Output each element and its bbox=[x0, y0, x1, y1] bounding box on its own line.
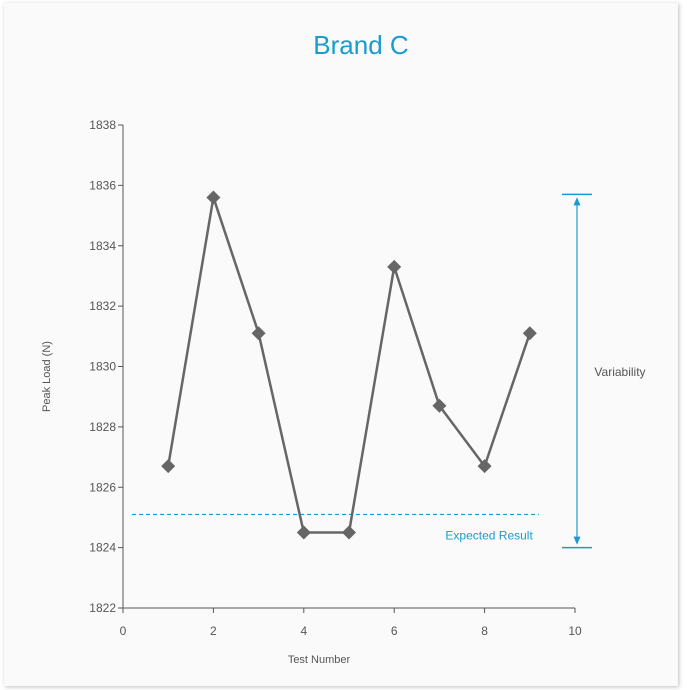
axes: 1822 1824 1826 1828 1830 1832 1834 1836 1838 0 2 4 6… bbox=[89, 118, 582, 638]
expected-result-label: Expected Result bbox=[445, 528, 533, 542]
data-point-marker bbox=[387, 259, 402, 274]
y-tick-label: 1822 bbox=[89, 601, 116, 615]
data-point-marker bbox=[206, 190, 221, 205]
variability-indicator: Variability bbox=[562, 193, 646, 549]
data-point-marker bbox=[477, 459, 492, 474]
data-point-marker bbox=[522, 326, 537, 341]
y-tick-label: 1830 bbox=[89, 360, 116, 374]
x-axis-title: Test Number bbox=[288, 654, 351, 666]
y-tick-label: 1836 bbox=[89, 178, 116, 192]
x-tick-label: 2 bbox=[210, 624, 217, 638]
x-tick-label: 4 bbox=[300, 624, 307, 638]
series-polyline bbox=[166, 196, 531, 534]
y-tick-label: 1834 bbox=[89, 239, 116, 253]
expected-result-line: Expected Result bbox=[132, 513, 539, 542]
variability-arrow-down bbox=[573, 536, 581, 545]
y-tick-label: 1838 bbox=[89, 118, 116, 132]
series-markers bbox=[161, 190, 537, 540]
x-tick-label: 6 bbox=[391, 624, 398, 638]
y-tick-label: 1826 bbox=[89, 480, 116, 494]
series-line bbox=[166, 196, 531, 534]
x-tick-label: 0 bbox=[120, 624, 127, 638]
y-axis-title: Peak Load (N) bbox=[41, 341, 53, 412]
data-point-marker bbox=[432, 398, 447, 413]
y-tick-label: 1828 bbox=[89, 420, 116, 434]
variability-arrow-up bbox=[573, 197, 581, 206]
data-point-marker bbox=[251, 326, 266, 341]
data-point-marker bbox=[296, 525, 311, 540]
chart-frame bbox=[4, 3, 678, 686]
x-tick-label: 8 bbox=[481, 624, 488, 638]
x-tick-label: 10 bbox=[568, 624, 582, 638]
y-tick-label: 1832 bbox=[89, 299, 116, 313]
y-tick-label: 1824 bbox=[89, 541, 116, 555]
chart-title: Brand C bbox=[313, 30, 408, 60]
data-point-marker bbox=[342, 525, 356, 540]
data-point-marker bbox=[161, 459, 176, 474]
variability-label: Variability bbox=[594, 365, 645, 379]
